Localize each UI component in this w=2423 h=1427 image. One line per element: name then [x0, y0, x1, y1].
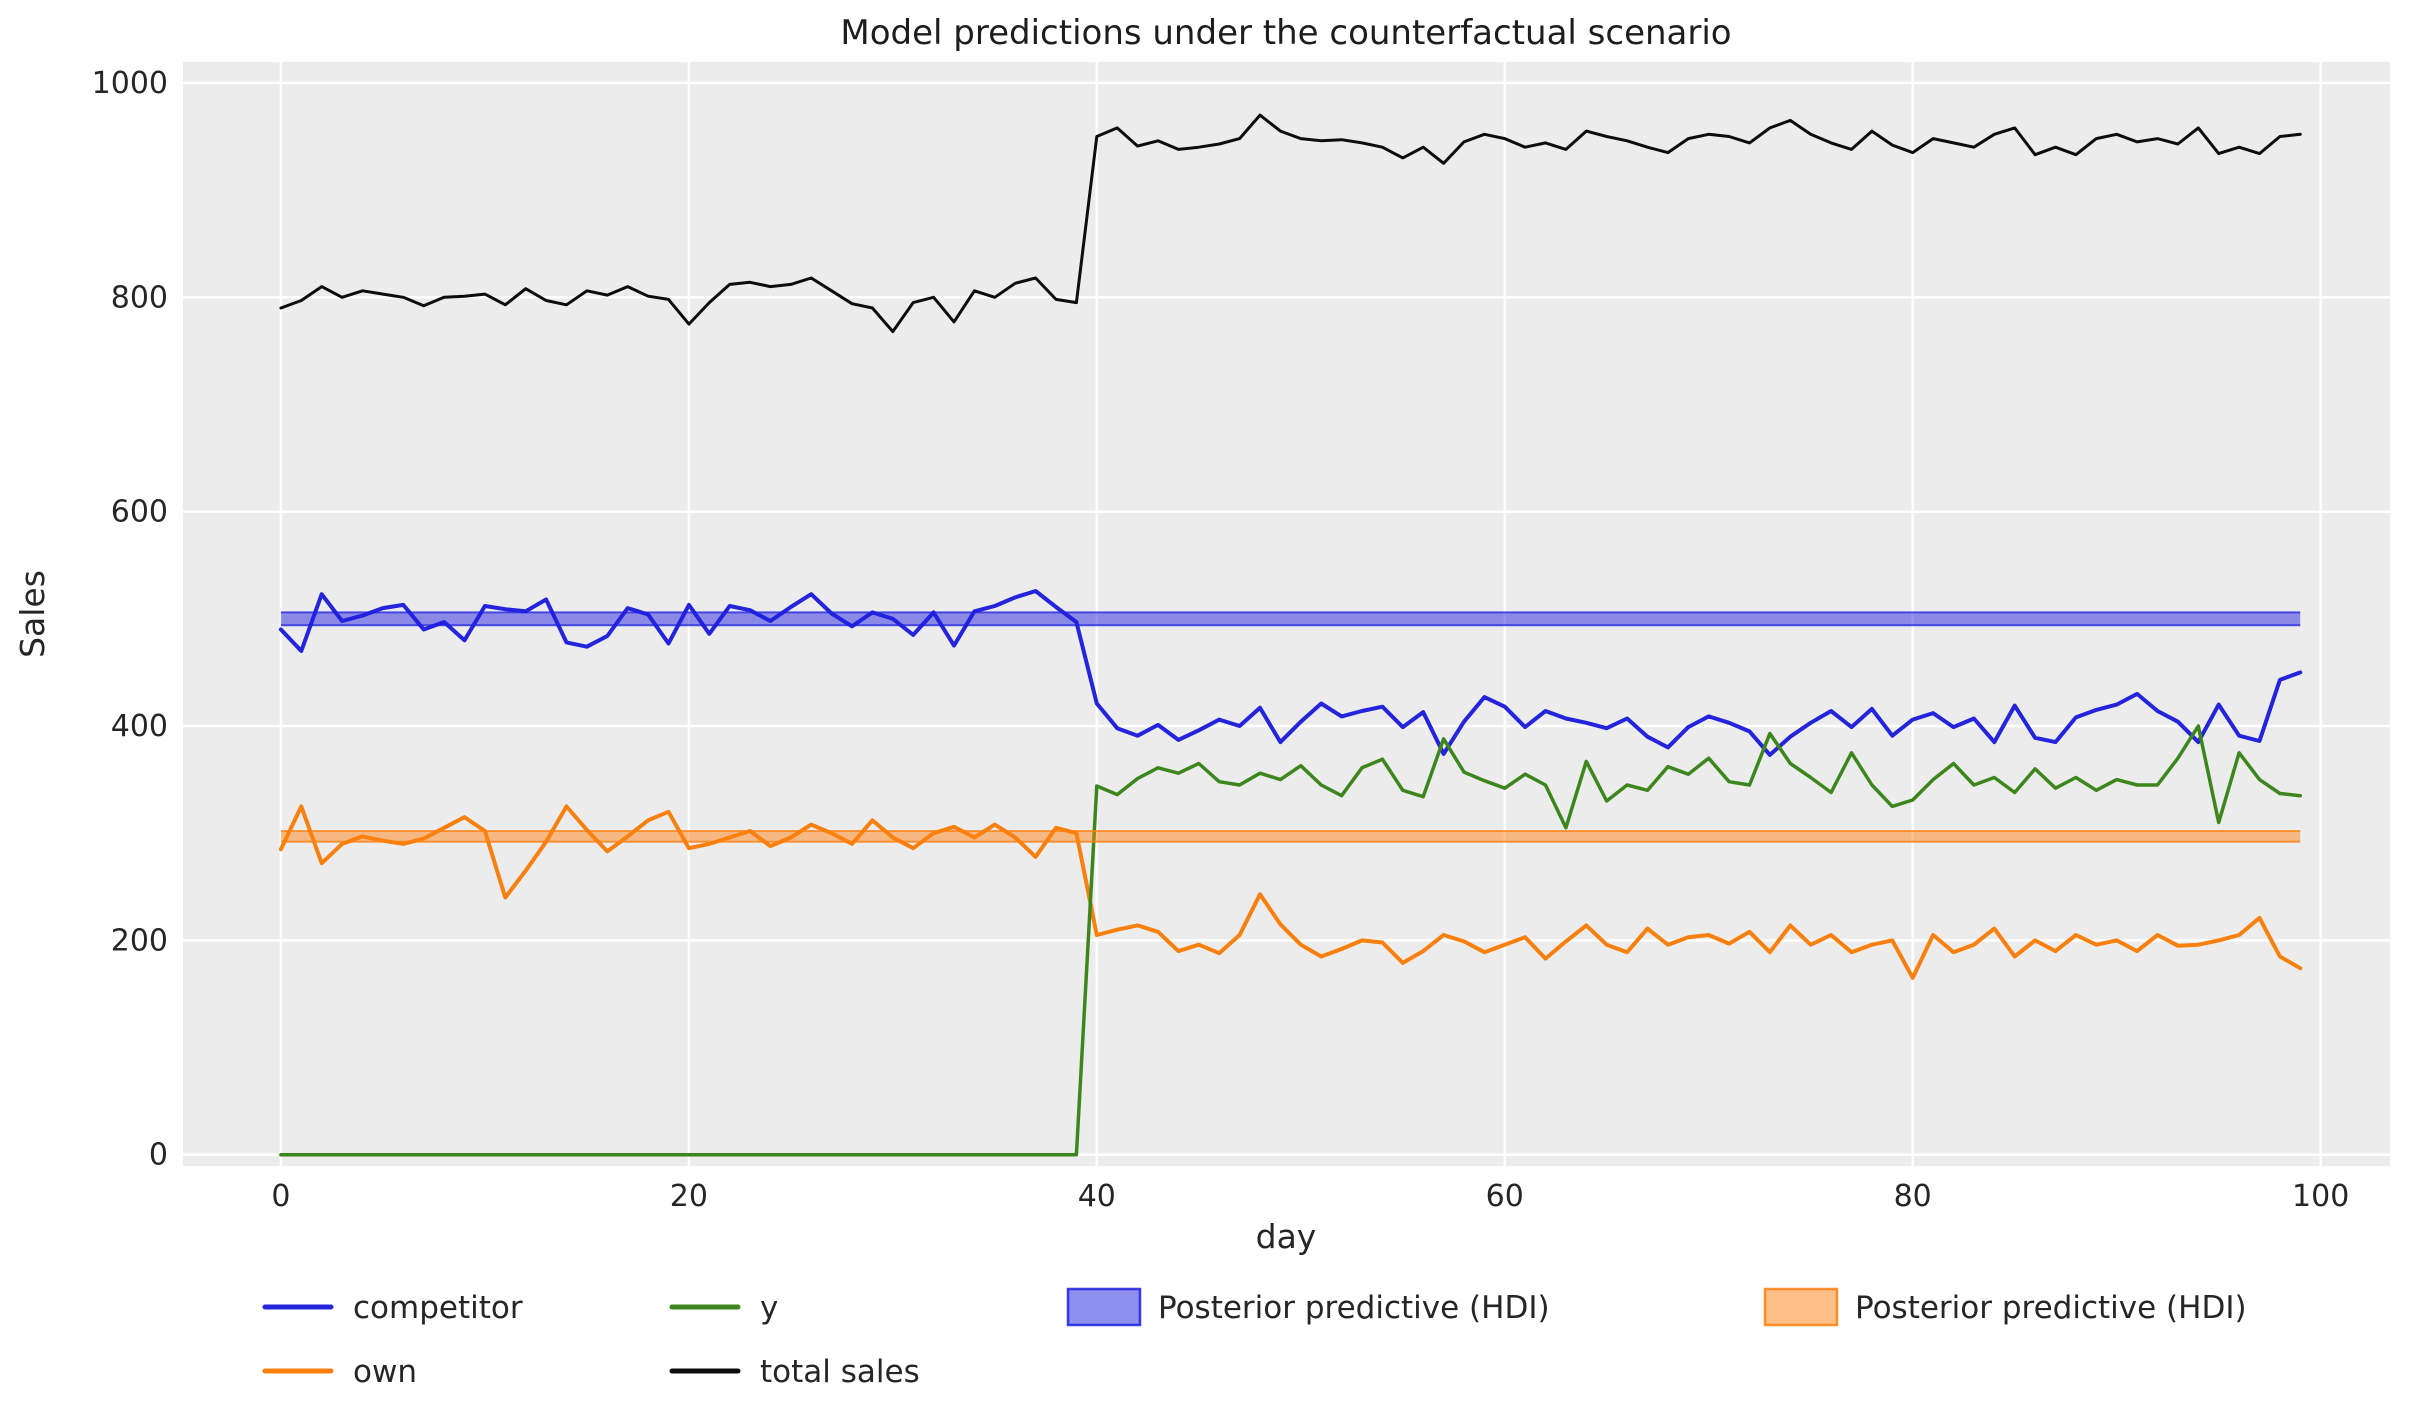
x-axis-label: day — [1256, 1217, 1317, 1256]
hdi-band-layer — [280, 611, 2301, 843]
legend: competitor own y total sales Posterior predi… — [262, 1287, 2247, 1390]
legend-patch-swatch — [1066, 1287, 1142, 1327]
y-tick-label-0: 0 — [149, 1138, 168, 1173]
legend-item-posterior-predictive-hdi-: Posterior predictive (HDI) — [1066, 1287, 1550, 1327]
legend-item-own: own — [262, 1354, 417, 1390]
x-tick-label-60: 60 — [1486, 1179, 1524, 1214]
hdi-band-1 — [280, 831, 2301, 842]
hdi-band-0 — [280, 612, 2301, 626]
legend-label: Posterior predictive (HDI) — [1855, 1290, 2247, 1326]
legend-item-posterior-predictive-hdi-: Posterior predictive (HDI) — [1763, 1287, 2247, 1327]
legend-item-competitor: competitor — [262, 1290, 523, 1326]
series-line-y — [279, 724, 2303, 1157]
y-tick-label-800: 800 — [111, 280, 168, 315]
y-tick-label-600: 600 — [111, 495, 168, 530]
y-tick-labels: 0 200 400 600 800 1000 — [92, 66, 168, 1173]
x-tick-label-80: 80 — [1894, 1179, 1932, 1214]
series-line-own — [278, 804, 2303, 980]
y-axis-label: Sales — [13, 570, 52, 658]
legend-patch-swatch — [1763, 1287, 1839, 1327]
legend-label: Posterior predictive (HDI) — [1158, 1290, 1550, 1326]
grid-layer — [183, 62, 2390, 1166]
legend-label: competitor — [353, 1290, 523, 1326]
legend-label: own — [353, 1354, 417, 1390]
series-layer — [278, 113, 2303, 1157]
legend-label: y — [760, 1290, 778, 1326]
x-tick-label-40: 40 — [1078, 1179, 1116, 1214]
x-tick-label-100: 100 — [2292, 1179, 2349, 1214]
chart-title: Model predictions under the counterfactu… — [840, 13, 1731, 53]
x-tick-label-20: 20 — [670, 1179, 708, 1214]
x-tick-labels: 0 20 40 60 80 100 — [271, 1179, 2349, 1214]
y-tick-label-200: 200 — [111, 923, 168, 958]
series-line-total-sales — [279, 113, 2302, 334]
legend-item-y: y — [669, 1290, 778, 1326]
y-tick-label-400: 400 — [111, 709, 168, 744]
x-tick-label-0: 0 — [271, 1179, 290, 1214]
legend-item-total-sales: total sales — [669, 1354, 920, 1390]
legend-label: total sales — [760, 1354, 920, 1390]
series-line-competitor — [278, 589, 2303, 757]
y-tick-label-1000: 1000 — [92, 66, 168, 101]
